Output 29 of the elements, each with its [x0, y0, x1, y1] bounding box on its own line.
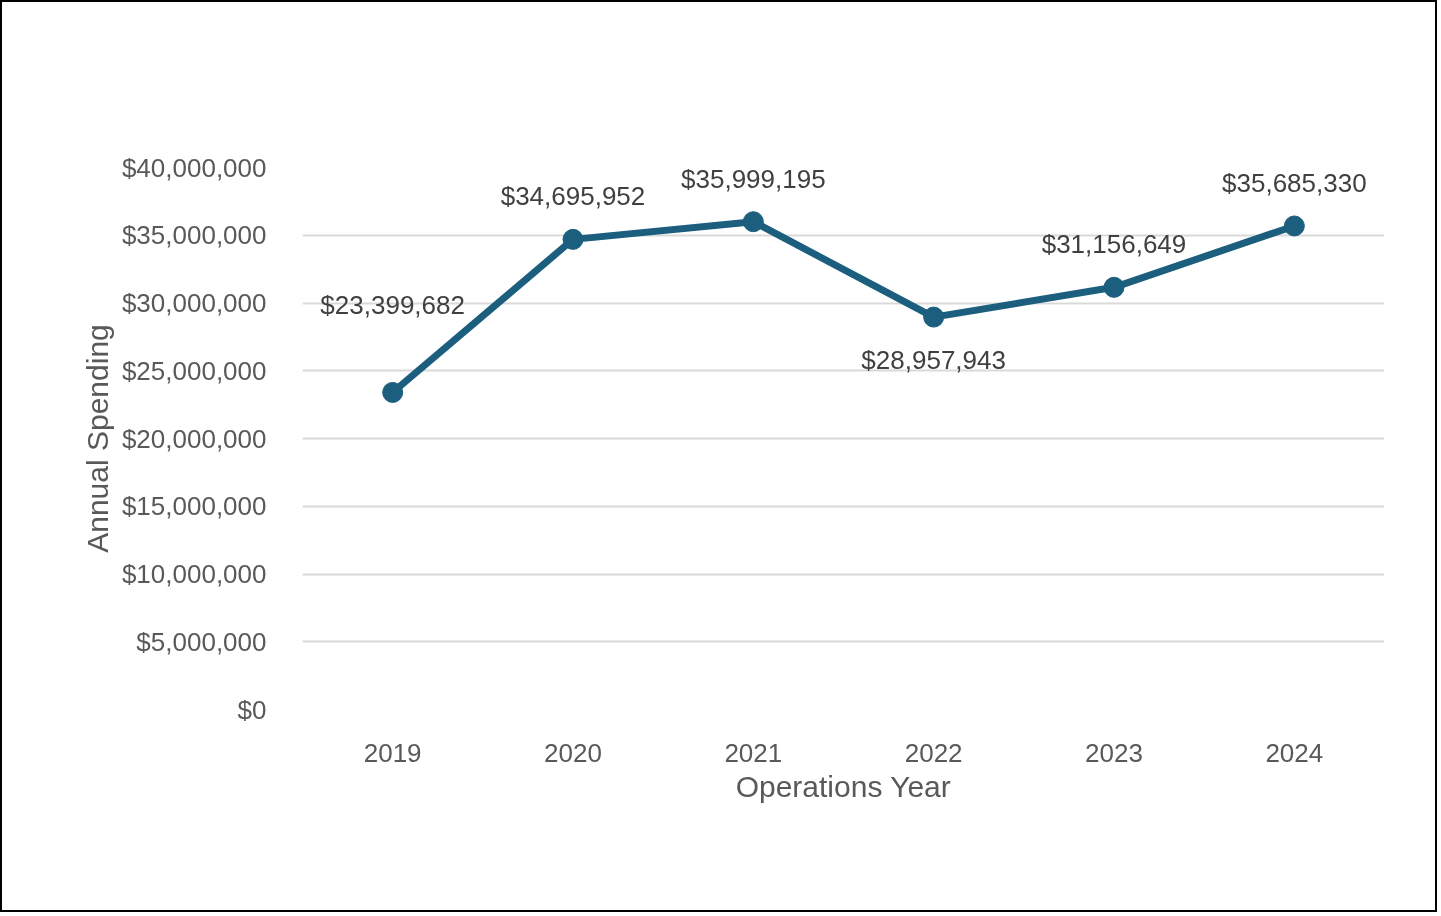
y-axis-title: Annual Spending [80, 324, 114, 553]
point [923, 306, 945, 328]
data-label: $35,999,195 [681, 163, 826, 194]
y-tick-label: $40,000,000 [121, 152, 267, 183]
point [562, 228, 584, 250]
y-tick-label: $30,000,000 [121, 288, 267, 318]
x-tick-label: 2019 [363, 737, 422, 768]
y-tick-label: $5,000,000 [136, 626, 267, 657]
y-tick-label: $20,000,000 [121, 423, 267, 454]
x-axis-title: Operations Year [735, 769, 951, 803]
data-label: $28,957,943 [861, 345, 1006, 376]
data-label: $23,399,682 [320, 290, 465, 321]
x-tick-label: 2024 [1265, 737, 1324, 768]
point [382, 381, 404, 403]
data-label: $34,695,952 [500, 181, 646, 212]
x-tick-label: 2023 [1085, 737, 1143, 768]
y-tick-label: $10,000,000 [121, 559, 267, 589]
y-tick-label: $15,000,000 [121, 491, 267, 522]
y-tick-label: $25,000,000 [121, 355, 267, 386]
x-tick-label: 2022 [904, 737, 963, 768]
data-label: $35,685,330 [1222, 167, 1367, 198]
data-label: $31,156,649 [1041, 229, 1187, 260]
x-tick-label: 2021 [724, 737, 783, 768]
y-tick-label: $35,000,000 [121, 220, 267, 251]
x-tick-label: 2020 [544, 737, 602, 768]
point [1283, 215, 1305, 237]
point [1103, 276, 1125, 298]
point [742, 211, 764, 233]
y-tick-label: $0 [237, 694, 267, 725]
